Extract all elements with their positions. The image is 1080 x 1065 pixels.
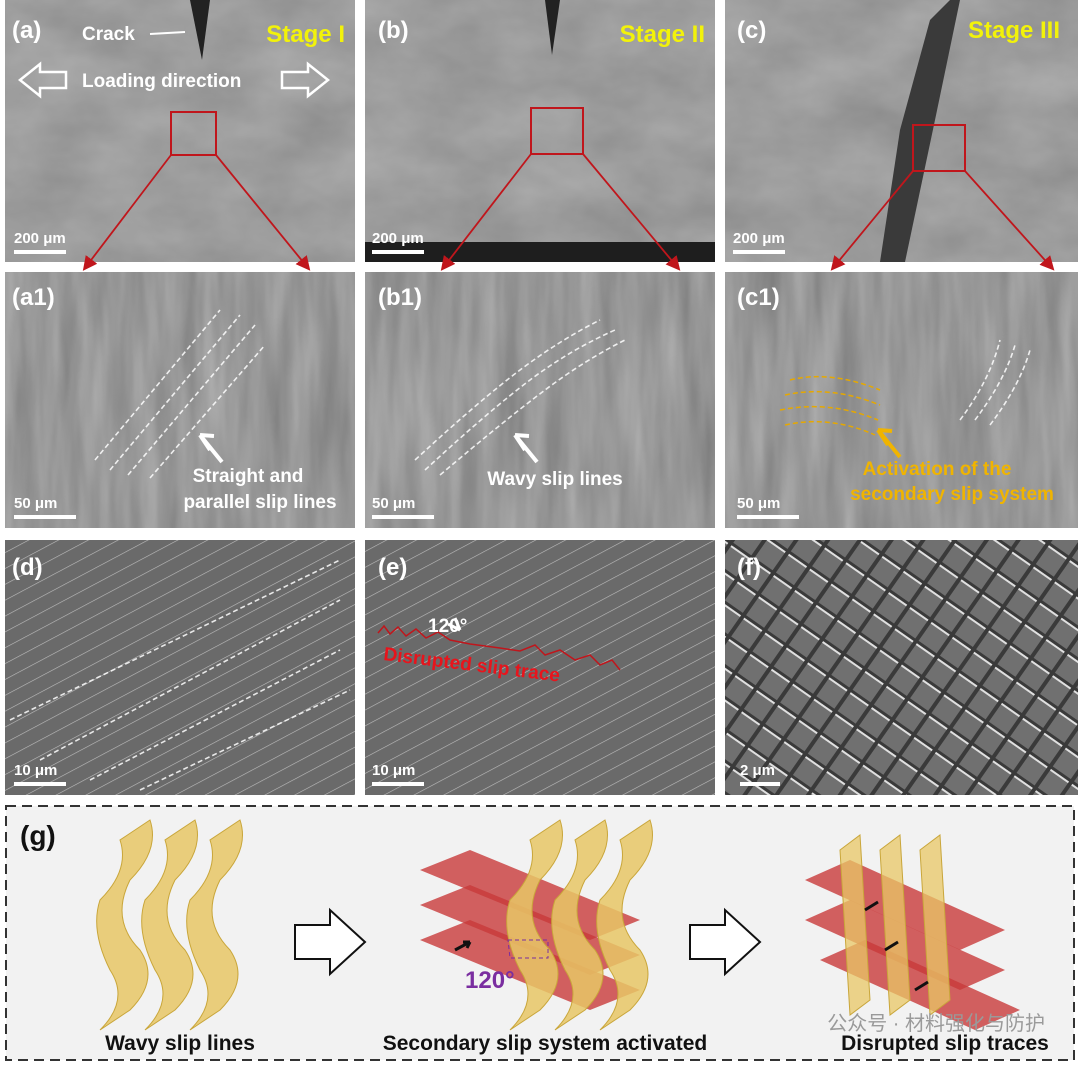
scale-bar-label: 200 μm xyxy=(733,230,785,247)
annotation: Straight and xyxy=(193,466,304,487)
annotation: secondary slip system xyxy=(850,484,1054,505)
scale-bar-label: 200 μm xyxy=(372,230,424,247)
watermark: 公众号 · 材料强化与防护 xyxy=(827,1012,1045,1035)
arrow xyxy=(454,940,472,952)
scale-bar xyxy=(14,515,76,519)
zoom-box xyxy=(912,124,966,172)
caption: Wavy slip lines xyxy=(105,1032,255,1055)
scale-bar xyxy=(14,782,66,786)
annotation: Crack xyxy=(82,24,135,45)
panel-label: (g) xyxy=(20,820,56,851)
hollow-arrow xyxy=(280,61,331,99)
panel-label: (b) xyxy=(378,17,409,44)
wavy-sheets xyxy=(506,819,653,1031)
scale-bar-label: 10 μm xyxy=(372,762,415,779)
scale-bar-label: 50 μm xyxy=(372,495,415,512)
row-1: (a) Crack Stage I Loading direction (b) … xyxy=(5,0,1078,271)
scale-bar xyxy=(14,250,66,254)
scale-bar xyxy=(737,515,799,519)
sem-image xyxy=(5,540,355,795)
zoom-lines xyxy=(82,153,1055,271)
panel-label: (f) xyxy=(737,554,761,581)
crack xyxy=(880,0,960,262)
scale-bar xyxy=(372,250,424,254)
scale-bar-label: 10 μm xyxy=(14,762,57,779)
scale-bar-label: 2 μm xyxy=(740,762,775,779)
slip-lines xyxy=(94,309,1031,479)
slip-lines xyxy=(9,559,351,791)
crack xyxy=(190,0,210,60)
panel-label: (d) xyxy=(12,554,43,581)
panel-label: (a) xyxy=(12,17,41,44)
schematic: (g) 120° Wavy slip lines Secondary slip … xyxy=(5,805,1075,1061)
stage-label: Stage I xyxy=(266,21,345,48)
hollow-arrow xyxy=(17,61,68,99)
sem-texture xyxy=(725,272,1078,528)
sem-image xyxy=(725,540,1078,795)
caption: Disrupted slip traces xyxy=(841,1032,1049,1055)
stage-label: Stage III xyxy=(968,17,1060,44)
annotation: Wavy slip lines xyxy=(487,469,623,490)
zoom-box xyxy=(170,111,217,156)
zoom-box xyxy=(530,107,584,155)
panel-label: (c) xyxy=(737,17,766,44)
disrupted-sheets xyxy=(839,834,951,1016)
arrow xyxy=(447,617,462,632)
panel-label: (e) xyxy=(378,554,407,581)
stage-label: Stage II xyxy=(620,21,705,48)
arrow xyxy=(876,428,902,459)
arrow xyxy=(198,433,224,464)
secondary-slip-lines xyxy=(779,375,881,436)
sem-texture xyxy=(365,0,715,262)
scale-bar-label: 50 μm xyxy=(14,495,57,512)
sem-texture xyxy=(5,272,355,528)
panel-label: (b1) xyxy=(378,284,422,311)
annotation: parallel slip lines xyxy=(183,492,336,513)
scale-bar-label: 50 μm xyxy=(737,495,780,512)
sem-texture xyxy=(5,0,355,262)
arrow xyxy=(149,31,186,35)
angle-marker xyxy=(507,939,549,959)
scale-bar xyxy=(372,515,434,519)
process-arrow xyxy=(689,907,762,977)
sem-texture xyxy=(365,272,715,528)
angle-label: 120° xyxy=(465,967,515,994)
arrows xyxy=(864,900,929,992)
row-3: (d) (e) 120° Disrupted slip trace (f) xyxy=(5,540,1078,795)
disrupted-trace xyxy=(377,624,621,671)
process-arrow xyxy=(294,907,367,977)
scale-bar-label: 200 μm xyxy=(14,230,66,247)
caption: Secondary slip system activated xyxy=(383,1032,708,1055)
annotation: Activation of the xyxy=(863,459,1012,480)
panel-label: (a1) xyxy=(12,284,55,311)
crack xyxy=(545,0,560,55)
scale-bar xyxy=(740,782,780,786)
sem-image xyxy=(365,540,715,795)
annotation: 120° xyxy=(428,616,467,637)
row-2: (a1) Straight and parallel slip lines (b… xyxy=(5,272,1078,528)
scale-bar xyxy=(372,782,424,786)
scale-bar xyxy=(733,250,785,254)
annotation: Loading direction xyxy=(82,71,241,92)
panel-label: (c1) xyxy=(737,284,780,311)
arrow xyxy=(513,433,539,464)
wavy-sheets xyxy=(96,819,243,1031)
scale-bars: 200 μm 200 μm 200 μm 50 μm 50 μm 50 μm 1… xyxy=(14,230,799,786)
